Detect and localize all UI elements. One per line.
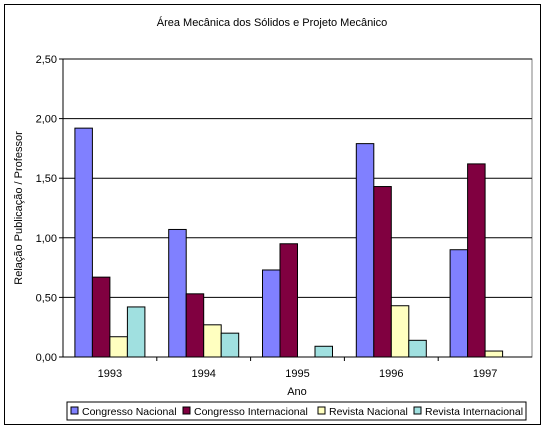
y-tick-label: 1,00	[36, 233, 57, 245]
legend-label: Revista Nacional	[329, 406, 408, 418]
bar	[262, 269, 281, 358]
bar	[220, 332, 240, 358]
x-axis-label: Ano	[287, 386, 307, 398]
bar	[279, 243, 298, 358]
bar	[408, 339, 427, 358]
y-tick-label: 0,50	[36, 292, 57, 304]
bars	[74, 127, 504, 358]
bar	[314, 345, 333, 358]
bar	[185, 293, 205, 358]
legend-label: Congresso Internacional	[194, 406, 308, 418]
bar	[91, 276, 111, 358]
x-tick-label: 1997	[473, 368, 497, 380]
bar	[109, 336, 128, 358]
y-tick-label: 2,50	[36, 54, 57, 66]
legend: Congresso Nacional Congresso Internaciona…	[66, 401, 527, 421]
bar	[390, 305, 410, 358]
x-tick-label: 1996	[379, 368, 403, 380]
bar	[484, 350, 504, 358]
bar	[168, 228, 187, 358]
legend-swatch	[413, 406, 422, 415]
legend-label: Revista Internacional	[425, 406, 523, 418]
y-tick-label: 1,50	[36, 173, 57, 185]
legend-swatch	[317, 406, 326, 415]
legend-label: Congresso Nacional	[82, 406, 177, 418]
bar	[373, 186, 392, 358]
y-tick-label: 0,00	[36, 352, 57, 364]
y-axis-ticks: 0,00 0,50 1,00 1,50 2,00 2,50	[36, 54, 63, 364]
y-axis-label: Relação Publicação / Professor	[13, 131, 25, 285]
bar	[355, 143, 375, 358]
x-tick-label: 1995	[285, 368, 309, 380]
bar	[74, 127, 93, 358]
legend-swatch	[182, 406, 191, 415]
bar	[449, 249, 469, 358]
y-tick-label: 2,00	[36, 114, 57, 126]
x-axis-ticks: 1993 1994 1995 1996 1997	[98, 357, 497, 380]
chart-title: Área Mecânica dos Sólidos e Projeto Mecâ…	[157, 16, 388, 29]
bar	[467, 163, 486, 358]
x-tick-label: 1994	[191, 368, 215, 380]
bar	[126, 306, 146, 358]
legend-box	[66, 401, 527, 421]
x-tick-label: 1993	[98, 368, 122, 380]
legend-swatch	[70, 406, 79, 415]
bar	[203, 324, 222, 358]
